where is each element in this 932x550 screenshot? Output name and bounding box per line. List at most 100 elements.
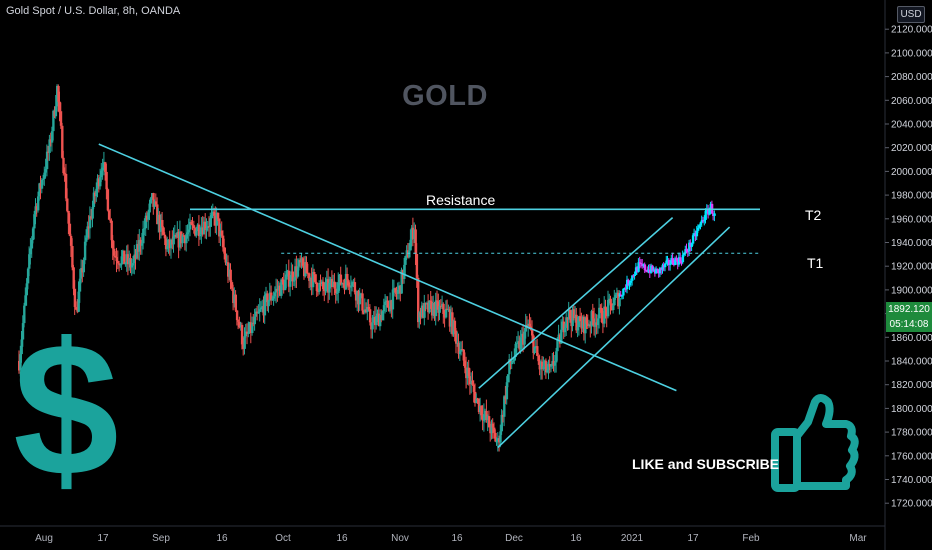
t1-label: T1 [807, 255, 824, 271]
candle [35, 203, 39, 217]
candle [134, 249, 137, 270]
projection-candle [679, 252, 682, 264]
candle [390, 299, 393, 318]
candle [565, 312, 568, 336]
candle [140, 232, 144, 255]
candle [468, 368, 472, 395]
candle [429, 291, 433, 309]
projection-candle [641, 259, 644, 269]
candle [18, 350, 21, 374]
candle [181, 233, 184, 247]
candle [596, 314, 600, 334]
candle [538, 354, 541, 376]
candle [485, 399, 488, 423]
chart-heading: GOLD [402, 80, 488, 112]
candle [330, 270, 334, 296]
candle [166, 236, 169, 252]
candle [252, 314, 255, 327]
candle [267, 299, 270, 313]
candle [548, 356, 552, 374]
candle [115, 247, 118, 273]
candle [458, 341, 462, 361]
candle [471, 370, 474, 386]
candle [273, 286, 277, 302]
candle [481, 405, 484, 431]
candle [111, 235, 115, 260]
price-tick-label: 1860.000 [891, 333, 932, 344]
candle [332, 274, 335, 288]
candle [506, 374, 510, 388]
candle [411, 217, 415, 247]
candle [428, 300, 431, 314]
projection-candle [633, 271, 636, 280]
candle [21, 315, 25, 347]
candle [466, 361, 469, 385]
candle [126, 244, 130, 276]
projection-candle [712, 210, 715, 221]
candle [453, 317, 457, 342]
candle [553, 355, 557, 373]
candle [427, 294, 430, 320]
candle [356, 290, 359, 312]
price-tick-label: 1940.000 [891, 238, 932, 249]
currency-badge[interactable]: USD [897, 6, 925, 23]
candle [216, 212, 220, 222]
candle [552, 351, 555, 372]
candle [544, 358, 548, 379]
candle [77, 281, 80, 313]
symbol-title[interactable]: Gold Spot / U.S. Dollar, 8h, OANDA [6, 5, 181, 17]
candle [39, 175, 42, 200]
candle [170, 238, 173, 259]
candle [87, 215, 91, 240]
candle [334, 282, 338, 304]
candle [220, 221, 224, 238]
candle [305, 256, 308, 274]
candle [472, 380, 476, 403]
candle [480, 405, 483, 420]
price-axis[interactable]: 1720.000 1740.000 1760.000 1780.000 1800.000… [885, 25, 932, 510]
time-axis[interactable]: Aug 17 Sep 16 Oct 16 Nov 16 Dec 16 2021 17 Feb Mar [35, 533, 867, 544]
candle [278, 282, 282, 297]
candle [81, 259, 84, 283]
candle [204, 213, 207, 239]
candle [63, 167, 66, 182]
time-tick-label: Feb [742, 533, 760, 544]
candle [218, 218, 221, 243]
candle [149, 196, 153, 208]
candle [462, 349, 465, 366]
candle [30, 236, 34, 258]
candle [339, 266, 343, 286]
candle [582, 314, 586, 341]
projection-candle [703, 215, 706, 226]
candle [555, 347, 558, 373]
projection-candle [651, 264, 654, 273]
channel-upper-line[interactable] [478, 216, 674, 389]
candle [256, 305, 259, 321]
candle [420, 301, 424, 319]
candle [436, 290, 439, 310]
candle [265, 286, 268, 303]
candle [145, 211, 149, 222]
candle [337, 272, 340, 304]
candle [45, 144, 49, 177]
candle [493, 422, 496, 439]
descending-trendline-line[interactable] [98, 143, 677, 392]
candle [161, 212, 164, 236]
candle [613, 289, 616, 306]
candle [23, 302, 26, 328]
candle [287, 259, 291, 293]
candle [187, 218, 191, 242]
projection-candle [645, 269, 648, 273]
time-tick-label: Oct [275, 533, 291, 544]
candle [91, 200, 94, 228]
candle [143, 218, 146, 236]
candle [172, 227, 175, 253]
projection-candle [674, 256, 677, 266]
candle [439, 299, 443, 309]
channel-lower-line[interactable] [497, 226, 731, 449]
time-tick-label: 2021 [621, 533, 644, 544]
candle [391, 279, 395, 319]
candle [477, 398, 481, 415]
candle [247, 321, 250, 338]
